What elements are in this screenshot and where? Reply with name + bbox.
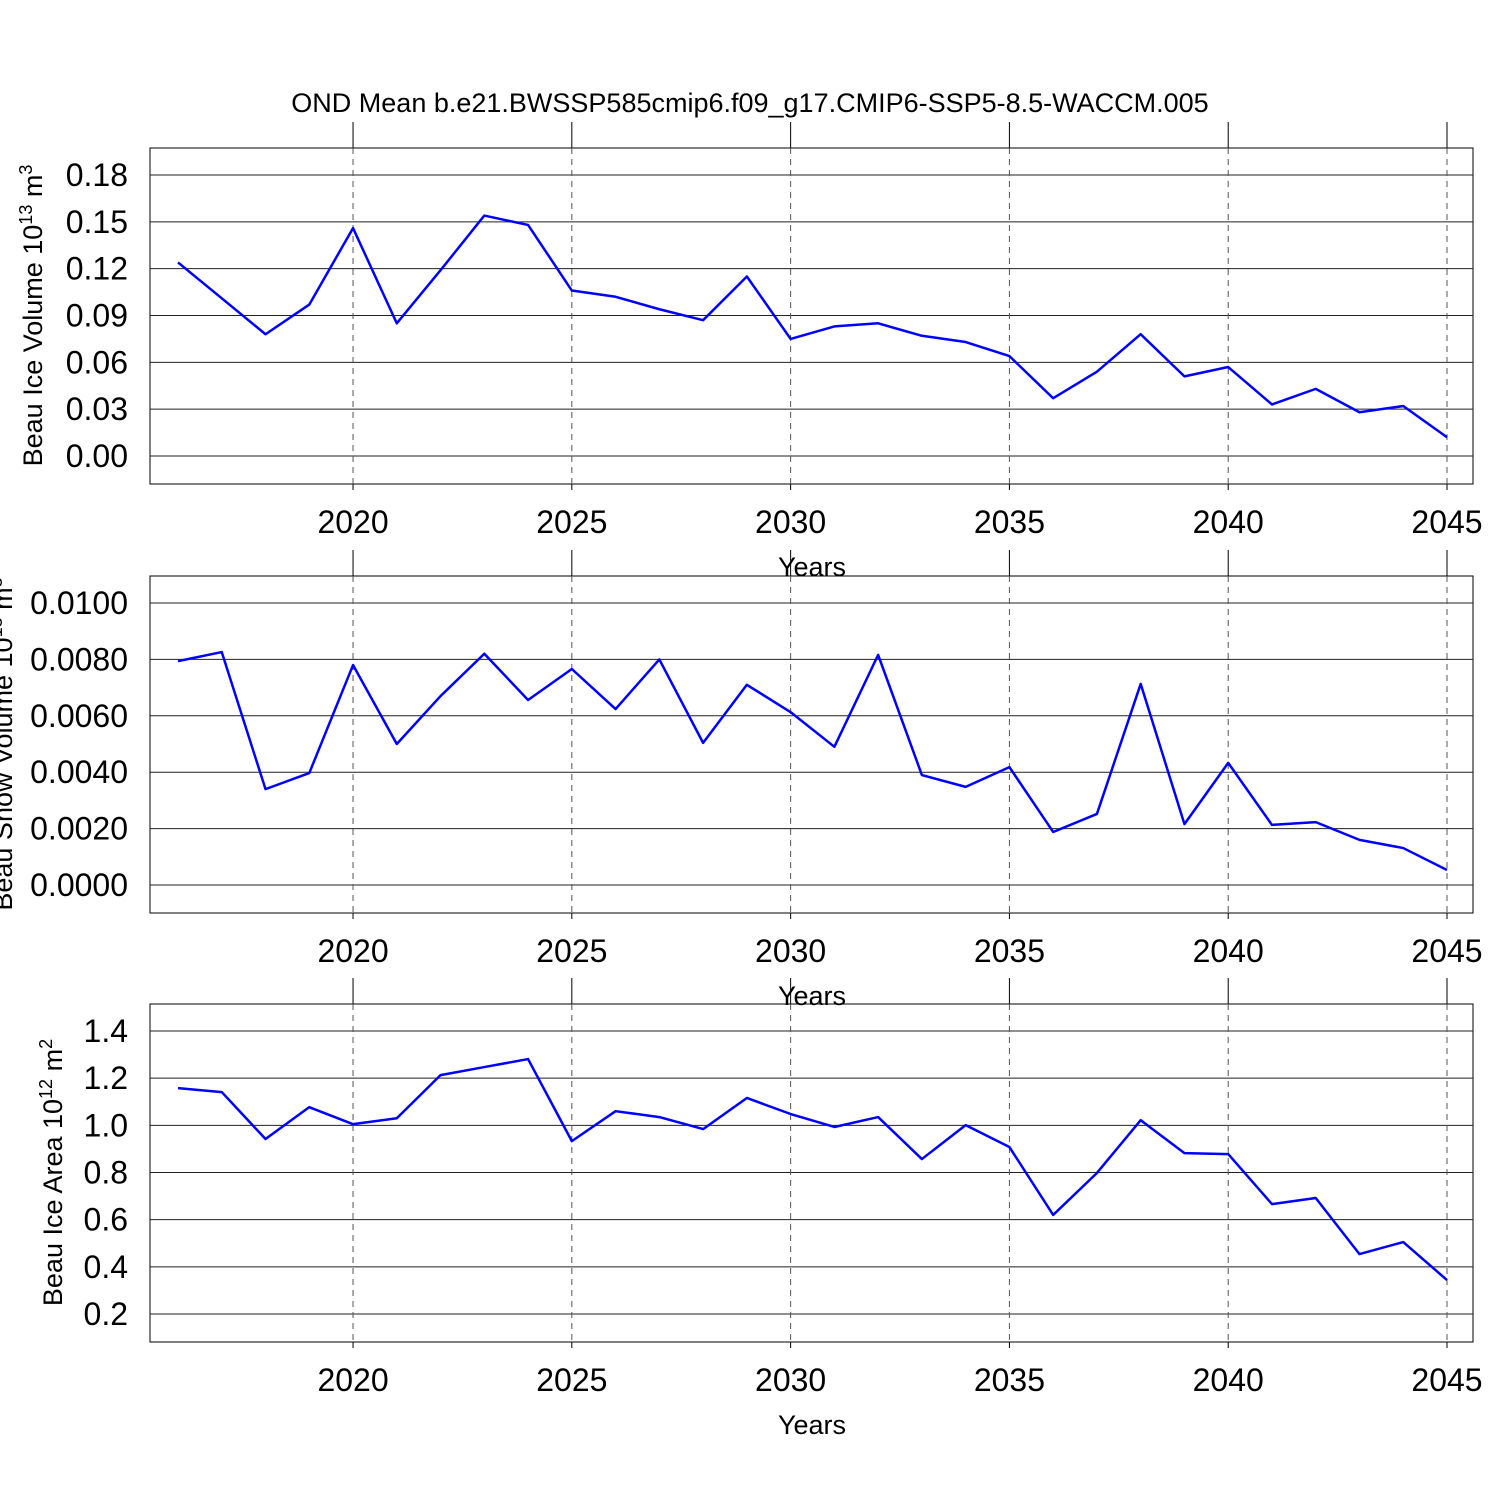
y-tick-label: 0.03 xyxy=(66,391,128,427)
data-line xyxy=(177,214,1448,439)
x-tick-label: 2030 xyxy=(755,933,826,969)
x-tick-label: 2030 xyxy=(755,1362,826,1398)
x-tick-label: 2035 xyxy=(974,504,1045,540)
y-axis-label-part: 12 xyxy=(36,1079,56,1099)
y-axis-label-part: 13 xyxy=(0,617,6,637)
y-axis-label-part: m xyxy=(38,1049,68,1079)
x-tick-label: 2025 xyxy=(536,1362,607,1398)
y-axis-label-part: 3 xyxy=(0,577,6,587)
data-line xyxy=(177,1057,1448,1281)
y-axis-label-part: Beau Ice Volume 10 xyxy=(18,225,48,467)
y-axis-label-part: 3 xyxy=(16,165,36,175)
x-tick-label: 2035 xyxy=(974,1362,1045,1398)
x-tick-label: 2045 xyxy=(1411,504,1482,540)
y-axis-label-part: Beau Snow Volume 10 xyxy=(0,637,18,910)
y-tick-label: 0.0020 xyxy=(30,811,128,847)
y-axis-label-part: Beau Ice Area 10 xyxy=(38,1099,68,1306)
y-tick-label: 0.6 xyxy=(84,1202,128,1238)
x-tick-label: 2020 xyxy=(317,933,388,969)
x-tick-label: 2035 xyxy=(974,933,1045,969)
x-tick-label: 2040 xyxy=(1193,1362,1264,1398)
y-tick-label: 0.00 xyxy=(66,438,128,474)
y-tick-label: 0.18 xyxy=(66,157,128,193)
y-tick-label: 0.15 xyxy=(66,204,128,240)
y-tick-label: 0.4 xyxy=(84,1249,128,1285)
y-tick-label: 0.0100 xyxy=(30,585,128,621)
x-axis-label: Years xyxy=(778,552,846,582)
y-axis-label-part: 2 xyxy=(36,1039,56,1049)
y-tick-label: 0.0040 xyxy=(30,754,128,790)
x-tick-label: 2040 xyxy=(1193,504,1264,540)
x-tick-label: 2045 xyxy=(1411,1362,1482,1398)
y-axis-label-part: m xyxy=(18,175,48,205)
y-axis-label-part: 13 xyxy=(16,205,36,225)
data-line xyxy=(177,650,1448,872)
y-tick-label: 0.09 xyxy=(66,298,128,334)
y-axis-label: Beau Snow Volume 1013 m3 xyxy=(0,577,18,910)
y-tick-label: 0.0060 xyxy=(30,698,128,734)
x-axis-label: Years xyxy=(778,981,846,1011)
plot-frame xyxy=(149,575,1474,914)
y-tick-label: 1.4 xyxy=(84,1013,128,1049)
x-tick-label: 2020 xyxy=(317,1362,388,1398)
y-tick-label: 1.2 xyxy=(84,1060,128,1096)
y-tick-label: 0.0080 xyxy=(30,641,128,677)
x-tick-label: 2025 xyxy=(536,504,607,540)
y-axis-label-part: m xyxy=(0,587,18,617)
y-tick-label: 0.06 xyxy=(66,344,128,380)
x-tick-label: 2030 xyxy=(755,504,826,540)
y-tick-label: 0.8 xyxy=(84,1155,128,1191)
y-tick-label: 0.12 xyxy=(66,251,128,287)
y-axis-label: Beau Ice Area 1012 m2 xyxy=(36,1039,68,1306)
x-tick-label: 2040 xyxy=(1193,933,1264,969)
x-axis-label: Years xyxy=(778,1410,846,1440)
y-tick-label: 0.2 xyxy=(84,1296,128,1332)
x-tick-label: 2020 xyxy=(317,504,388,540)
x-tick-label: 2045 xyxy=(1411,933,1482,969)
y-tick-label: 1.0 xyxy=(84,1107,128,1143)
chart-title: OND Mean b.e21.BWSSP585cmip6.f09_g17.CMI… xyxy=(291,88,1208,118)
x-tick-label: 2025 xyxy=(536,933,607,969)
y-tick-label: 0.0000 xyxy=(30,867,128,903)
y-axis-label: Beau Ice Volume 1013 m3 xyxy=(16,165,48,467)
